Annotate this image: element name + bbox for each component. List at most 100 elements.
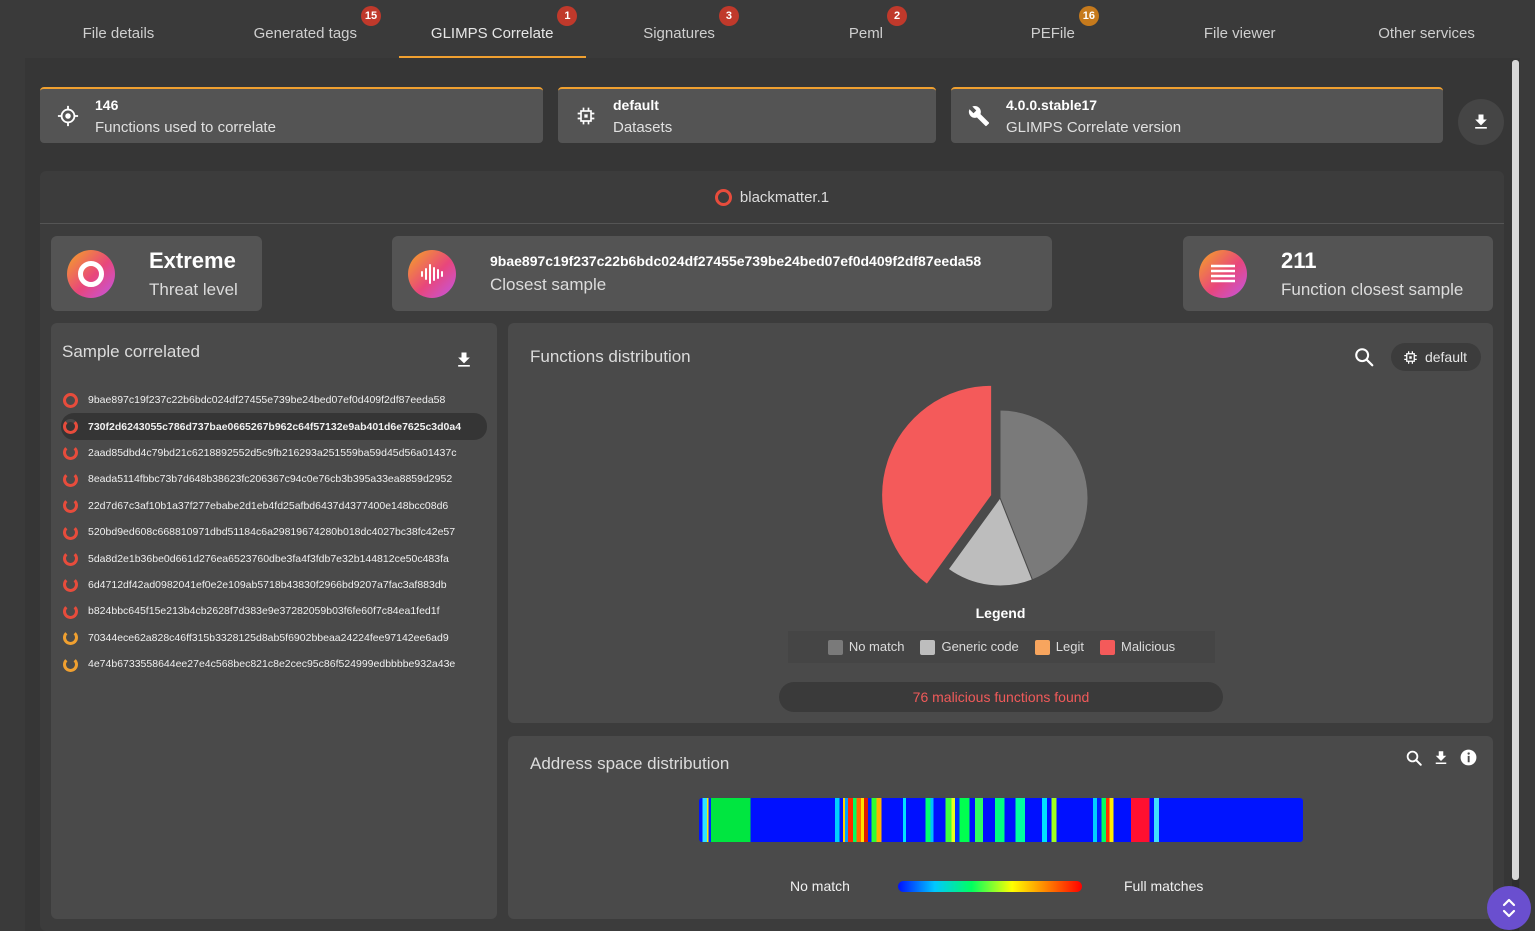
panel-title: blackmatter.1 — [739, 188, 830, 206]
legend-item[interactable]: Legit — [1034, 639, 1084, 656]
functions-distribution-box: Functions distribution default Legend No… — [508, 323, 1493, 723]
legend-item[interactable]: Malicious — [1099, 638, 1176, 656]
search-icon — [1406, 750, 1422, 766]
page-scrollbar[interactable] — [1512, 60, 1519, 931]
no-match-scale-label: No match — [790, 878, 850, 894]
tab-file-details[interactable]: File details — [25, 0, 212, 58]
address-space-title: Address space distribution — [530, 754, 730, 773]
legend-swatch — [1034, 640, 1050, 656]
sample-row[interactable]: 730f2d6243055c786d737bae0665267b962c64f5… — [61, 413, 487, 440]
legend-label: Generic code — [941, 638, 1019, 654]
scroll-toggle-button[interactable] — [1487, 886, 1531, 930]
dataset-chip[interactable]: default — [1390, 343, 1481, 371]
tab-file-viewer[interactable]: File viewer — [1146, 0, 1333, 58]
function-closest-value: 211 — [1281, 247, 1317, 273]
chip-icon — [558, 106, 613, 126]
tab-pefile[interactable]: PEFile 16 — [959, 0, 1146, 58]
functions-used-card: 146 Functions used to correlate — [40, 87, 543, 143]
sample-row[interactable]: 8eada5114fbbc73b7d648b38623fc206367c94c0… — [61, 466, 487, 492]
similarity-ring-icon — [63, 445, 78, 461]
similarity-ring-icon — [63, 577, 78, 593]
sample-row[interactable]: 6d4712df42ad0982041ef0e2e109ab5718b43830… — [61, 572, 487, 598]
panel-header: blackmatter.1 — [40, 171, 1504, 224]
download-address-button[interactable] — [1432, 749, 1450, 772]
sample-list: 9bae897c19f237c22b6bdc024df27455e739be24… — [61, 387, 487, 677]
sample-hash: b824bbc645f15e213b4cb2628f7d383e9e372820… — [88, 605, 440, 618]
color-scale — [898, 881, 1082, 892]
sample-hash: 22d7d67c3af10b1a37f277ebabe2d1eb4fd25afb… — [88, 499, 449, 512]
similarity-ring-icon — [63, 603, 78, 619]
address-space-box: Address space distribution No match Full… — [508, 736, 1493, 919]
similarity-ring-icon — [63, 471, 78, 487]
similarity-ring-icon — [63, 498, 78, 514]
sample-row[interactable]: 5da8d2e1b36be0d661d276ea6523760dbe3fa4f3… — [61, 545, 487, 571]
closest-sample-label: Closest sample — [490, 274, 607, 294]
similarity-ring-icon — [63, 524, 78, 540]
sample-hash: 70344ece62a828c46ff315b3328125d8ab5f6902… — [88, 631, 449, 644]
sample-hash: 4e74b6733558644ee27e4c568bec821c8e2cec95… — [88, 658, 456, 671]
list-icon — [1199, 249, 1247, 298]
info-button[interactable] — [1459, 748, 1478, 772]
pie-slice-no-match[interactable] — [999, 409, 1089, 581]
version-value: 4.0.0.stable17 — [1006, 96, 1098, 113]
download-icon — [458, 352, 470, 367]
sample-hash: 6d4712df42ad0982041ef0e2e109ab5718b43830… — [88, 578, 447, 591]
datasets-value: default — [613, 96, 659, 113]
tab-label: GLIMPS Correlate 1 — [431, 5, 578, 42]
closest-sample-value: 9bae897c19f237c22b6bdc024df27455e739be24… — [490, 252, 982, 269]
sample-row[interactable]: 520bd9ed608c668810971dbd51184c6a29819674… — [61, 519, 487, 545]
tab-label: File viewer — [1203, 24, 1276, 42]
download-samples-button[interactable] — [454, 350, 474, 375]
legend-item[interactable]: No match — [827, 638, 905, 656]
sample-row[interactable]: 70344ece62a828c46ff315b3328125d8ab5f6902… — [61, 625, 487, 651]
functions-used-value: 146 — [95, 96, 119, 113]
tab-count-badge: 1 — [557, 5, 578, 26]
crosshair-icon — [40, 105, 95, 127]
tab-other-services[interactable]: Other services — [1333, 0, 1520, 58]
sample-row[interactable]: b824bbc645f15e213b4cb2628f7d383e9e372820… — [61, 598, 487, 624]
chip-icon — [1404, 350, 1417, 364]
pie-slice-malicious[interactable] — [881, 384, 993, 585]
zoom-address-button[interactable] — [1405, 749, 1423, 772]
download-report-button[interactable] — [1458, 99, 1504, 145]
threat-level-card: Extreme Threat level — [51, 236, 262, 311]
sample-correlated-box: Sample correlated 9bae897c19f237c22b6bdc… — [51, 323, 497, 919]
tab-glimps-correlate[interactable]: GLIMPS Correlate 1 — [398, 0, 586, 58]
similarity-ring-icon — [63, 392, 78, 408]
tab-count-badge: 3 — [718, 5, 739, 26]
tab-label: Peml 2 — [848, 5, 908, 42]
legend-label: Malicious — [1120, 638, 1176, 654]
pie-slice-generic-code[interactable] — [947, 496, 1034, 587]
tab-signatures[interactable]: Signatures 3 — [586, 0, 773, 58]
functions-pie-chart — [881, 384, 1089, 587]
sample-hash: 520bd9ed608c668810971dbd51184c6a29819674… — [88, 526, 456, 539]
tab-label: Other services — [1378, 24, 1475, 42]
chevron-up-down-icon — [1502, 898, 1516, 918]
similarity-ring-icon — [63, 419, 78, 435]
sample-row[interactable]: 4e74b6733558644ee27e4c568bec821c8e2cec95… — [61, 651, 487, 677]
address-heatmap — [699, 798, 1303, 842]
download-icon — [1475, 114, 1487, 129]
sample-row[interactable]: 9bae897c19f237c22b6bdc024df27455e739be24… — [61, 387, 487, 413]
sample-row[interactable]: 2aad85dbd4c79bd21c6218892552d5c9fb216293… — [61, 440, 487, 466]
info-icon — [1460, 749, 1477, 766]
sample-hash: 730f2d6243055c786d737bae0665267b962c64f5… — [88, 420, 462, 433]
sample-row[interactable]: 22d7d67c3af10b1a37f277ebabe2d1eb4fd25afb… — [61, 493, 487, 519]
tab-count-badge: 2 — [887, 5, 908, 26]
sample-hash: 9bae897c19f237c22b6bdc024df27455e739be24… — [88, 394, 446, 407]
target-icon — [67, 249, 115, 298]
legend-label: No match — [848, 638, 905, 654]
threat-level-value: Extreme — [149, 247, 236, 273]
similarity-ring-icon — [63, 656, 78, 672]
tab-label-text: Peml — [848, 24, 884, 42]
legend-swatch — [920, 640, 936, 656]
tab-label-text: Generated tags — [253, 24, 358, 42]
legend-item[interactable]: Generic code — [920, 638, 1019, 656]
function-closest-card: 211 Function closest sample — [1183, 236, 1493, 311]
tab-generated-tags[interactable]: Generated tags 15 — [212, 0, 399, 58]
tab-label-text: Signatures — [643, 24, 715, 42]
correlation-panel: blackmatter.1 Extreme Threat level 9bae8… — [40, 171, 1504, 931]
tab-count-badge: 15 — [361, 5, 382, 26]
zoom-search-button[interactable] — [1353, 346, 1375, 373]
tab-peml[interactable]: Peml 2 — [773, 0, 960, 58]
